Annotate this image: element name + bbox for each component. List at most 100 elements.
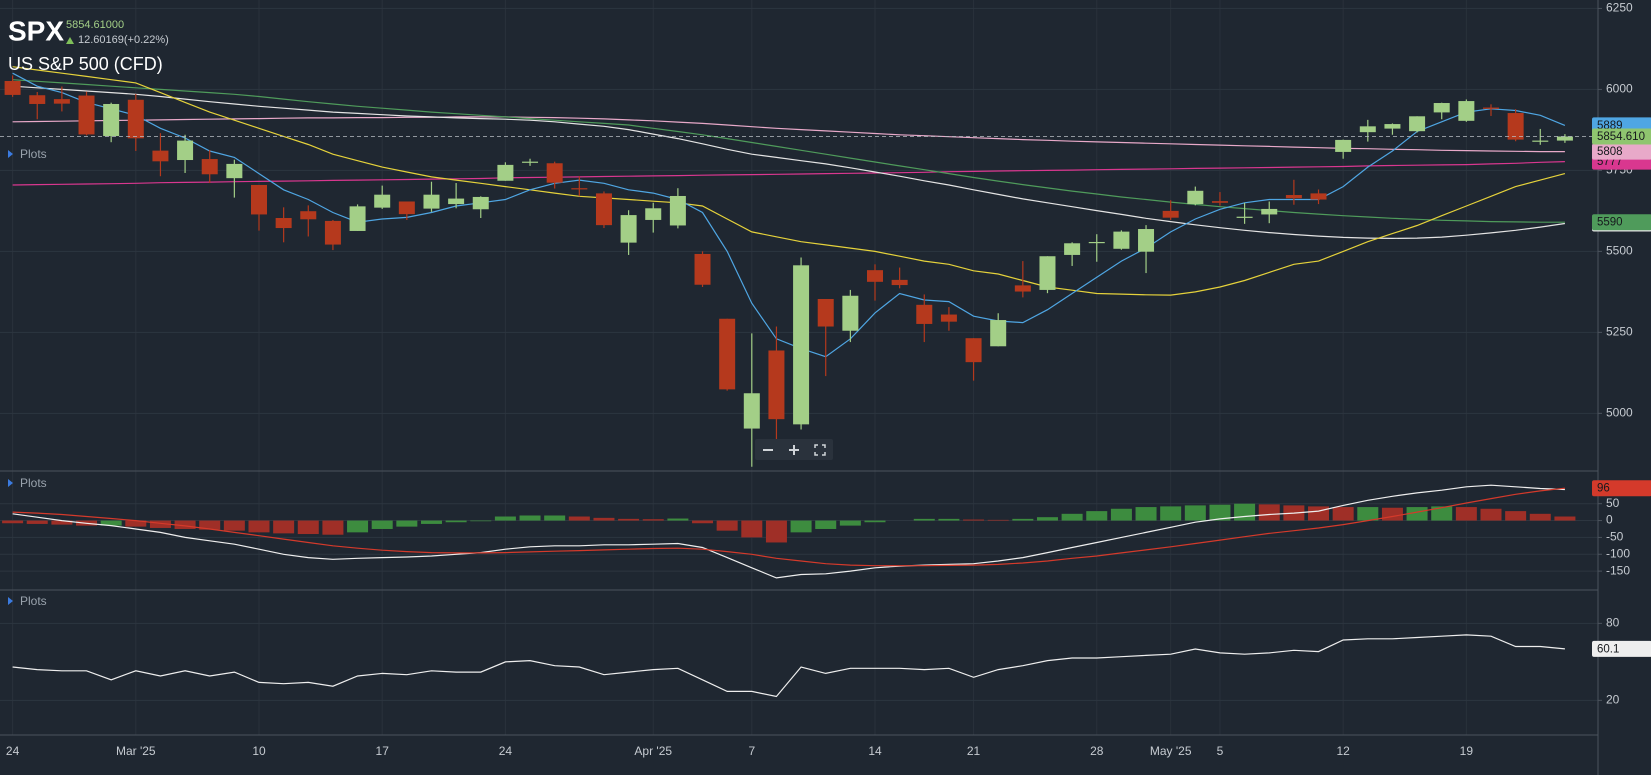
candle-body	[817, 298, 834, 327]
macd-histogram-bar	[716, 520, 738, 531]
candle-body	[1162, 210, 1179, 218]
macd-histogram-bar	[1036, 517, 1058, 521]
macd-histogram-bar	[445, 520, 467, 523]
price-change: 12.60169(+0.22%)	[78, 34, 169, 46]
macd-histogram-bar	[1258, 504, 1280, 521]
plots-label[interactable]: Plots	[20, 594, 47, 608]
macd-histogram-bar	[1529, 513, 1551, 521]
y-tick-label: -50	[1606, 530, 1624, 544]
candle-body	[1507, 113, 1524, 140]
y-tick-label: 5500	[1606, 244, 1633, 258]
macd-histogram-bar	[1406, 507, 1428, 521]
x-tick-label: May '25	[1150, 744, 1192, 758]
candle-body	[53, 99, 70, 104]
macd-histogram-bar	[371, 520, 393, 529]
candle-body	[1187, 190, 1204, 205]
macd-histogram-bar	[1431, 506, 1453, 521]
macd-histogram-bar	[248, 520, 270, 533]
macd-histogram-bar	[273, 520, 295, 534]
candle-body	[1211, 201, 1228, 203]
y-tick-label: 80	[1606, 616, 1620, 630]
macd-histogram-bar	[1110, 508, 1132, 521]
candle-body	[842, 295, 859, 331]
macd-histogram-bar	[1381, 507, 1403, 521]
candle-body	[1014, 285, 1031, 292]
macd-histogram-bar	[1135, 507, 1157, 521]
zoom-in-button[interactable]	[783, 440, 805, 459]
macd-histogram-bar	[470, 520, 492, 522]
fullscreen-button[interactable]	[809, 440, 831, 459]
toggle-arrow[interactable]	[8, 479, 13, 487]
price-tag	[1592, 143, 1651, 160]
candle-body	[1433, 103, 1450, 113]
macd-histogram-bar	[2, 520, 24, 524]
x-tick-label: 7	[748, 744, 755, 758]
macd-histogram-bar	[1234, 503, 1256, 521]
candle-body	[916, 304, 933, 324]
candle-body	[472, 196, 489, 210]
price-tag	[1592, 640, 1651, 657]
instrument-name: US S&P 500 (CFD)	[8, 54, 163, 74]
macd-histogram-bar	[593, 517, 615, 521]
candle-body	[1261, 208, 1278, 215]
plots-toggle[interactable]: Plots	[8, 476, 47, 490]
candle-body	[4, 80, 21, 95]
candle-body	[1088, 241, 1105, 244]
candle-body	[891, 279, 908, 286]
plots-label[interactable]: Plots	[20, 147, 47, 161]
x-tick-label: 24	[6, 744, 20, 758]
candle-body	[374, 194, 391, 208]
macd-histogram-bar	[519, 515, 541, 521]
candle-body	[1359, 126, 1376, 133]
candle-body	[1458, 101, 1475, 121]
candle-body	[1483, 107, 1499, 109]
macd-histogram-bar	[1061, 513, 1083, 521]
candle-body	[29, 95, 46, 104]
indicator-line	[12, 85, 1565, 240]
x-tick-label: 28	[1090, 744, 1104, 758]
macd-histogram-bar	[1086, 511, 1108, 521]
candle-body	[1113, 231, 1130, 249]
candle-body	[251, 184, 267, 215]
macd-histogram-bar	[1505, 511, 1527, 521]
plots-toggle[interactable]: Plots	[8, 594, 47, 608]
macd-histogram-bar	[913, 518, 935, 521]
price-tag-label: 5590	[1597, 217, 1623, 229]
macd-histogram-bar	[642, 519, 664, 521]
macd-histogram-bar	[100, 520, 122, 526]
candle-body	[448, 198, 465, 205]
indicator-line	[12, 487, 1565, 567]
macd-histogram-bar	[1184, 505, 1206, 521]
zoom-controls	[755, 439, 833, 460]
candle-body	[694, 253, 711, 285]
macd-histogram-bar	[347, 520, 369, 533]
plots-toggle[interactable]: Plots	[8, 147, 47, 161]
plot-layer: 24 Mar '25 10 17 24 Apr '25 7 14 21 28 May '25 5 12 1…	[0, 0, 1633, 758]
indicator-line	[12, 72, 1566, 358]
y-tick-label: 20	[1606, 693, 1620, 707]
plots-label[interactable]: Plots	[20, 476, 47, 490]
toggle-arrow[interactable]	[8, 150, 13, 158]
candle-body	[990, 320, 1007, 347]
x-tick-label: 10	[252, 744, 266, 758]
candle-body	[349, 206, 366, 231]
macd-histogram-bar	[1160, 506, 1182, 521]
y-tick-label: 50	[1606, 496, 1620, 510]
candle-body	[226, 163, 243, 179]
candle-body	[1409, 116, 1426, 132]
zoom-out-button[interactable]	[757, 440, 779, 459]
macd-histogram-bar	[1209, 504, 1231, 521]
candle-body	[546, 163, 563, 183]
candle-body	[1532, 140, 1549, 142]
y-tick-label: 6250	[1606, 1, 1633, 15]
macd-histogram-bar	[692, 520, 714, 524]
fullscreen-hit[interactable]	[809, 440, 831, 459]
macd-histogram-bar	[199, 520, 221, 530]
price-tag-label: 5854.610	[1597, 131, 1645, 143]
toggle-arrow[interactable]	[8, 597, 13, 605]
macd-histogram-bar	[667, 518, 689, 521]
fullscreen-icon[interactable]	[814, 444, 826, 456]
macd-histogram-bar	[1357, 507, 1379, 521]
